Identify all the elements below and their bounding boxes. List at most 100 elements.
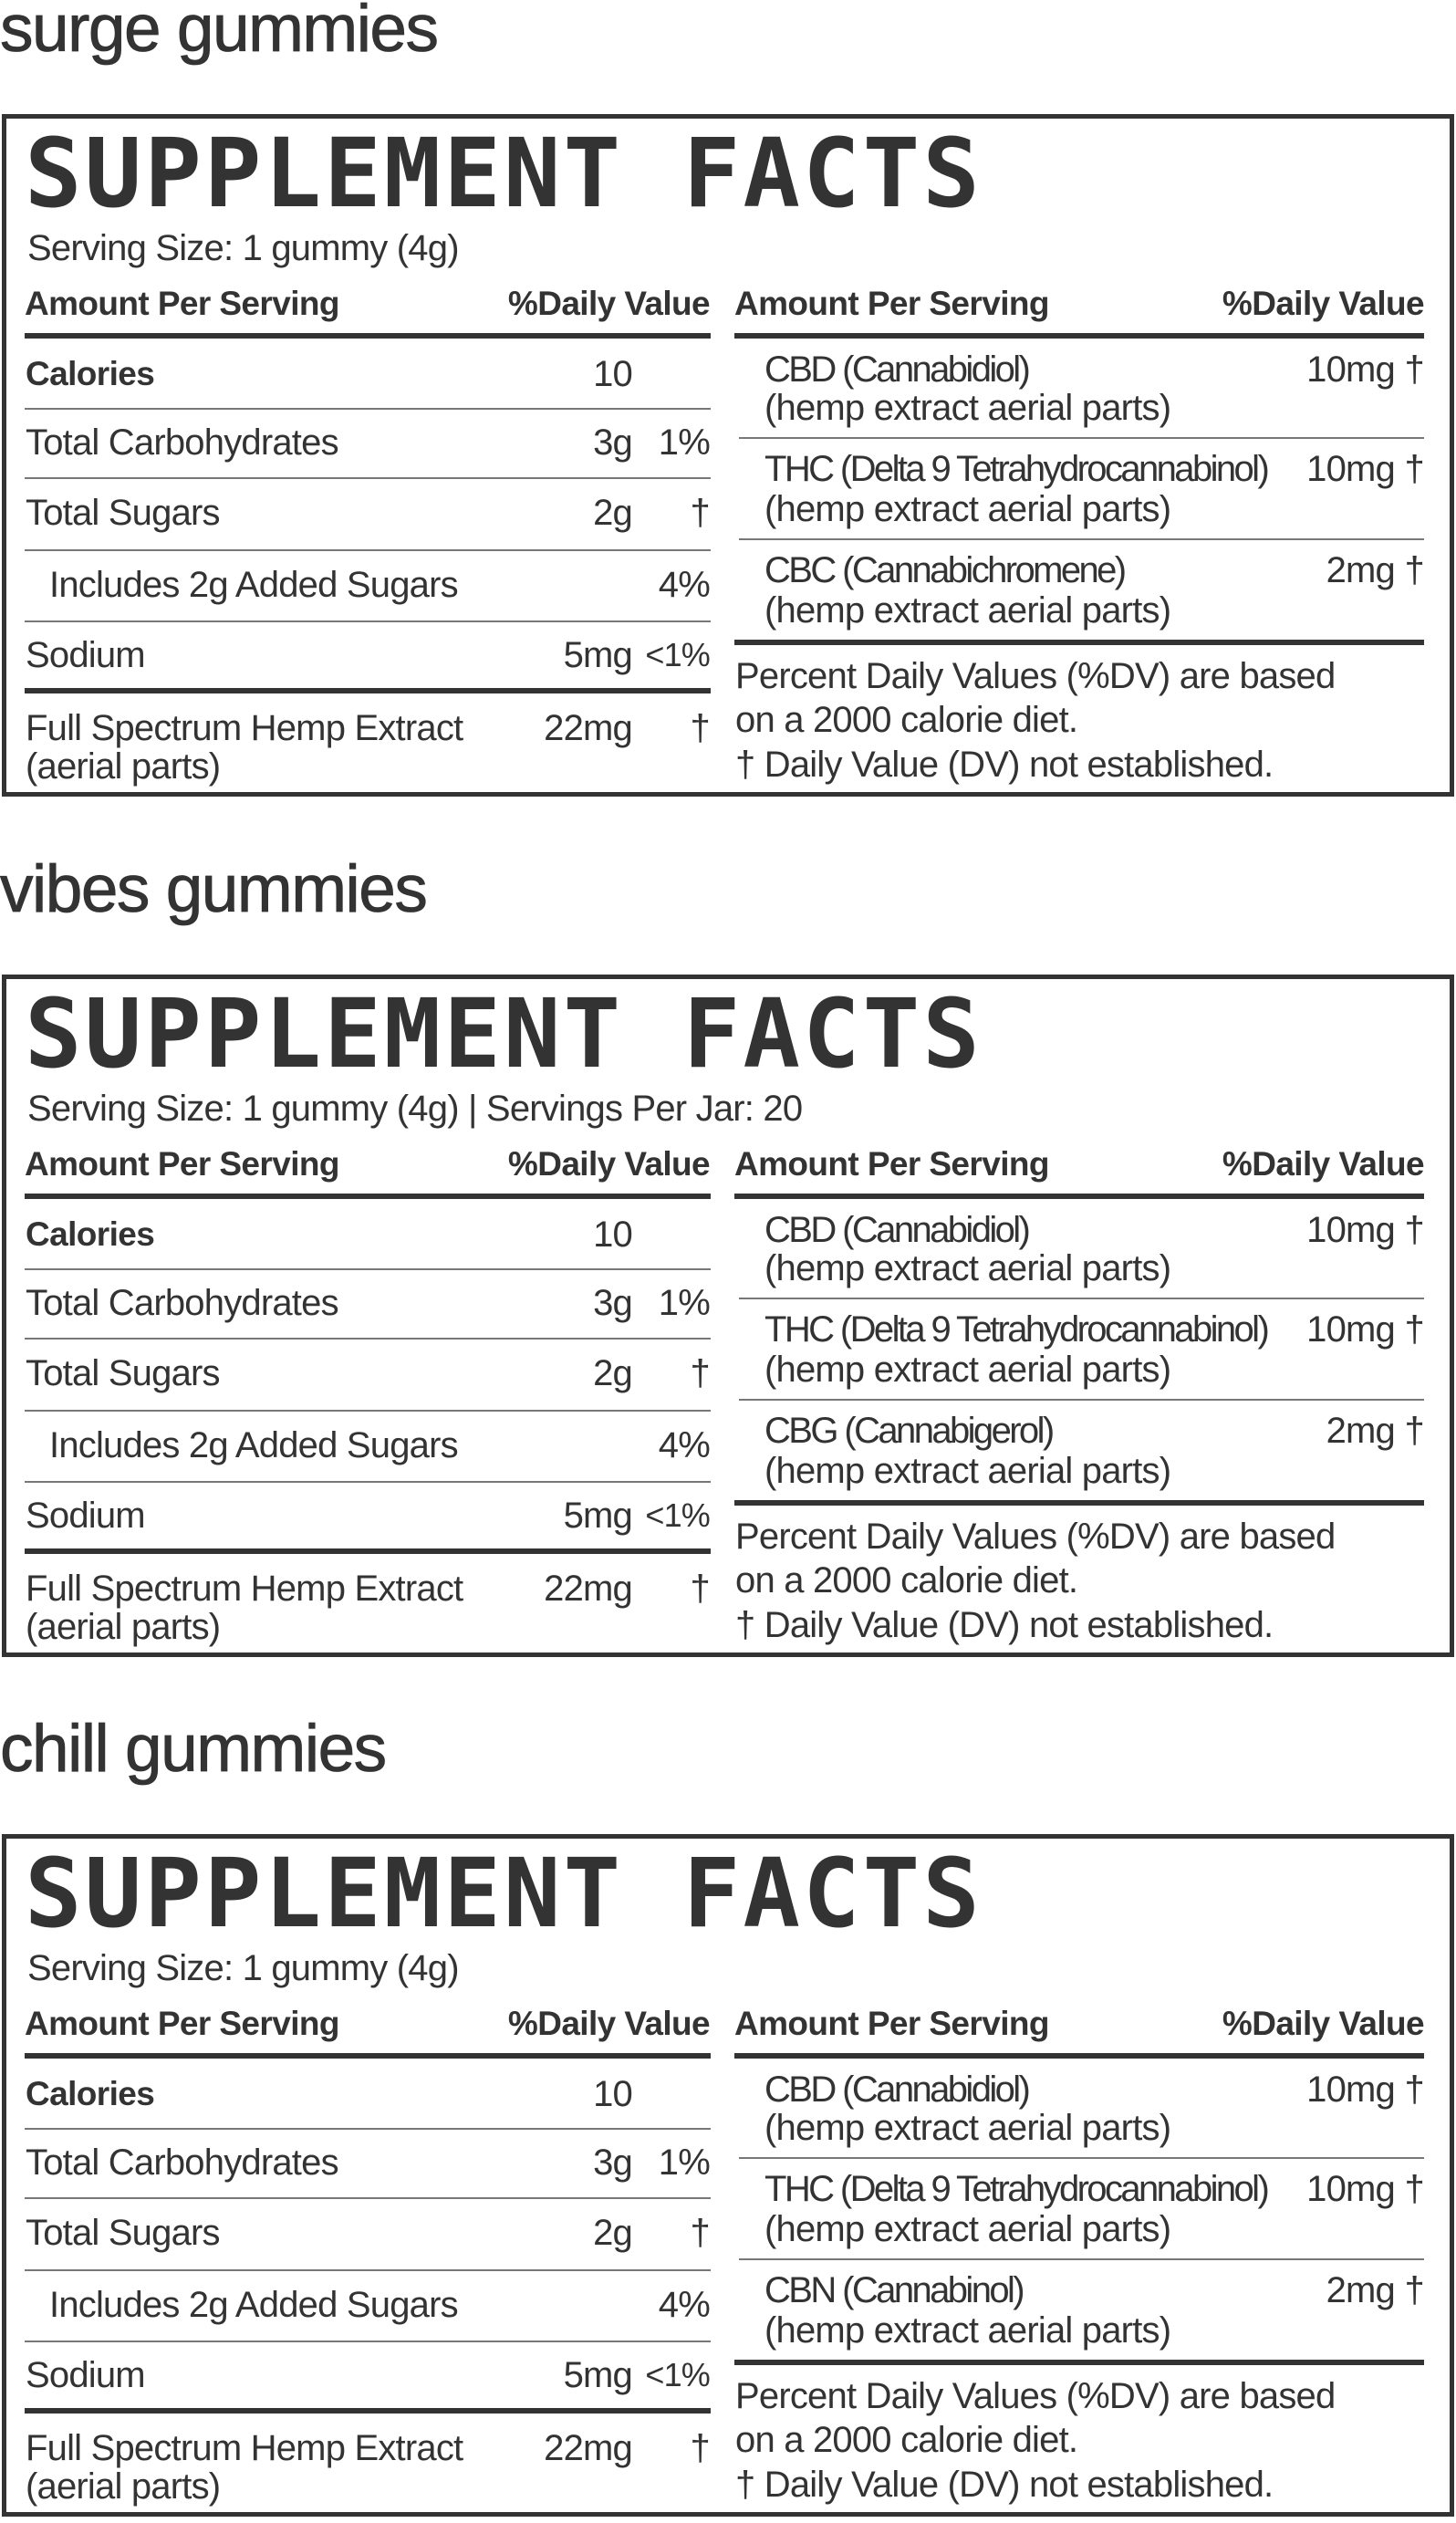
footnote: Percent Daily Values (%DV) are based xyxy=(735,2376,1336,2416)
hemp-label-2: (aerial parts) xyxy=(26,1607,221,1647)
cannabinoid-dv: † xyxy=(1404,2069,1425,2110)
nutrient-amount: 10 xyxy=(593,354,633,394)
nutrient-amount: 3g xyxy=(593,2142,633,2183)
divider xyxy=(739,2157,1424,2159)
nutrient-label: Total Sugars xyxy=(26,1353,221,1393)
nutrient-label: Total Sugars xyxy=(26,2213,221,2253)
cannabinoid-amount: 2mg xyxy=(1326,1411,1396,1451)
divider xyxy=(25,477,711,479)
cannabinoid-name: CBD (Cannabidiol) xyxy=(764,349,1031,390)
divider xyxy=(25,1338,711,1340)
cannabinoid-name: CBN (Cannabinol) xyxy=(764,2270,1025,2310)
divider-thick xyxy=(734,1194,1424,1199)
hemp-amount: 22mg xyxy=(544,2428,633,2468)
divider xyxy=(25,2197,711,2199)
product-panel: surge gummies SUPPLEMENT FACTS Serving Siz… xyxy=(0,0,1456,803)
divider xyxy=(25,408,711,410)
divider xyxy=(25,1481,711,1483)
cannabinoid-name: CBD (Cannabidiol) xyxy=(764,1210,1031,1250)
cannabinoid-name: CBG (Cannabigerol) xyxy=(764,1411,1055,1451)
amount-header-left: Amount Per Serving xyxy=(25,285,339,322)
cannabinoid-dv: † xyxy=(1404,550,1425,590)
product-heading: surge gummies xyxy=(0,0,439,66)
dv-header-left: %Daily Value xyxy=(507,2005,711,2042)
cannabinoid-amount: 10mg xyxy=(1306,449,1396,489)
cannabinoid-dv: † xyxy=(1404,1411,1425,1451)
cannabinoid-amount: 10mg xyxy=(1306,1309,1396,1350)
supplement-facts-box: SUPPLEMENT FACTS Serving Size: 1 gummy (4… xyxy=(2,1834,1454,2517)
footnote: † Daily Value (DV) not established. xyxy=(735,1605,1274,1645)
cannabinoid-amount: 10mg xyxy=(1306,1210,1396,1250)
hemp-dv: † xyxy=(690,708,711,748)
hemp-dv: † xyxy=(690,1569,711,1609)
footnote: † Daily Value (DV) not established. xyxy=(735,745,1274,785)
nutrient-label: Sodium xyxy=(26,635,146,675)
cannabinoid-amount: 10mg xyxy=(1306,2069,1396,2110)
nutrient-amount: 2g xyxy=(593,2213,633,2253)
nutrient-dv: 1% xyxy=(658,1283,711,1323)
serving-size: Serving Size: 1 gummy (4g) | Servings Pe… xyxy=(27,1089,803,1129)
divider-thick xyxy=(734,2360,1424,2365)
cannabinoid-amount: 10mg xyxy=(1306,349,1396,390)
hemp-amount: 22mg xyxy=(544,1569,633,1609)
divider xyxy=(25,2341,711,2342)
nutrient-amount: 5mg xyxy=(563,1496,633,1536)
serving-size: Serving Size: 1 gummy (4g) xyxy=(27,228,460,268)
nutrient-amount: 5mg xyxy=(563,2355,633,2395)
cannabinoid-dv: † xyxy=(1404,449,1425,489)
divider-thick xyxy=(25,688,711,693)
hemp-label-2: (aerial parts) xyxy=(26,2466,221,2507)
cannabinoid-source: (hemp extract aerial parts) xyxy=(764,2310,1171,2351)
hemp-label: Full Spectrum Hemp Extract xyxy=(26,2428,463,2468)
amount-header-right: Amount Per Serving xyxy=(734,285,1049,322)
nutrient-label: Calories xyxy=(26,2075,155,2112)
cannabinoid-amount: 2mg xyxy=(1326,550,1396,590)
hemp-amount: 22mg xyxy=(544,708,633,748)
divider-thick xyxy=(25,1194,711,1199)
dv-header-right: %Daily Value xyxy=(1222,285,1425,322)
nutrient-dv: 4% xyxy=(658,2285,711,2325)
divider-thick xyxy=(25,333,711,339)
divider-thick xyxy=(25,1548,711,1554)
nutrient-dv: 4% xyxy=(658,1425,711,1465)
divider-thick xyxy=(25,2408,711,2414)
nutrient-label: Total Carbohydrates xyxy=(26,2142,339,2183)
cannabinoid-source: (hemp extract aerial parts) xyxy=(764,1350,1171,1390)
nutrient-amount: 5mg xyxy=(563,635,633,675)
nutrient-amount: 2g xyxy=(593,1353,633,1393)
nutrient-label: Includes 2g Added Sugars xyxy=(49,565,459,605)
nutrient-label: Sodium xyxy=(26,1496,146,1536)
hemp-label-2: (aerial parts) xyxy=(26,746,221,787)
nutrient-label: Calories xyxy=(26,1215,155,1253)
amount-header-right: Amount Per Serving xyxy=(734,1145,1049,1183)
amount-header-left: Amount Per Serving xyxy=(25,2005,339,2042)
nutrient-label: Total Sugars xyxy=(26,493,221,533)
divider xyxy=(25,549,711,551)
nutrient-amount: 10 xyxy=(593,1215,633,1255)
dv-header-left: %Daily Value xyxy=(507,1145,711,1183)
nutrient-amount: 10 xyxy=(593,2074,633,2114)
nutrient-dv: <1% xyxy=(645,636,710,673)
cannabinoid-dv: † xyxy=(1404,2169,1425,2209)
nutrient-amount: 3g xyxy=(593,422,633,463)
divider xyxy=(739,1399,1424,1401)
supplement-facts-box: SUPPLEMENT FACTS Serving Size: 1 gummy (4… xyxy=(2,975,1454,1657)
cannabinoid-name: THC (Delta 9 Tetrahydrocannabinol) xyxy=(764,2169,1270,2209)
footnote: Percent Daily Values (%DV) are based xyxy=(735,656,1336,696)
hemp-dv: † xyxy=(690,2428,711,2468)
cannabinoid-name: CBC (Cannabichromene) xyxy=(764,550,1127,590)
divider xyxy=(25,2269,711,2271)
nutrient-label: Sodium xyxy=(26,2355,146,2395)
divider-thick xyxy=(734,1500,1424,1506)
nutrient-amount: 3g xyxy=(593,1283,633,1323)
nutrient-dv: † xyxy=(690,2213,711,2253)
nutrient-label: Total Carbohydrates xyxy=(26,1283,339,1323)
cannabinoid-dv: † xyxy=(1404,349,1425,390)
divider-thick xyxy=(734,2053,1424,2059)
facts-title: SUPPLEMENT FACTS xyxy=(25,978,983,1089)
divider-thick xyxy=(25,2053,711,2059)
hemp-label: Full Spectrum Hemp Extract xyxy=(26,708,463,748)
nutrient-label: Total Carbohydrates xyxy=(26,422,339,463)
dv-header-right: %Daily Value xyxy=(1222,2005,1425,2042)
divider xyxy=(739,437,1424,439)
